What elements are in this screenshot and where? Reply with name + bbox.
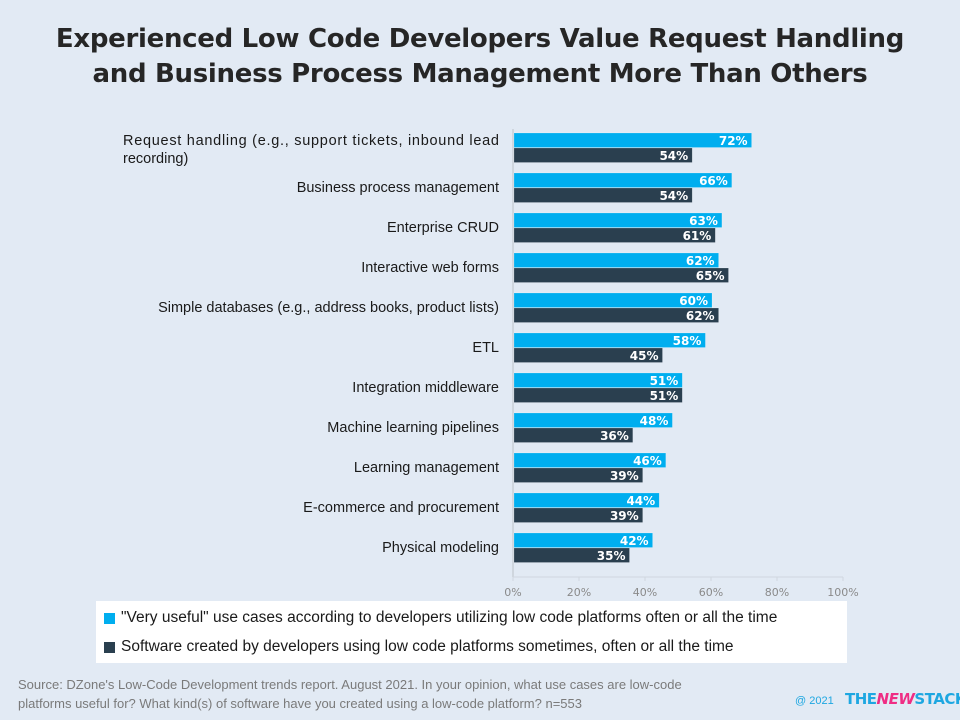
value-label-very-useful: 46% — [633, 454, 662, 468]
bar-very-useful — [513, 172, 733, 188]
bar-very-useful — [513, 212, 723, 228]
source-note: Source: DZone's Low-Code Development tre… — [18, 675, 778, 713]
legend-swatch-very-useful — [104, 612, 115, 624]
value-label-software-created: 54% — [659, 149, 688, 163]
x-tick-label: 80% — [765, 586, 789, 599]
bar-software-created — [513, 467, 643, 483]
bar-software-created — [513, 227, 716, 243]
category-label: Machine learning pipelines — [327, 420, 499, 436]
value-label-software-created: 51% — [650, 389, 679, 403]
brand-logo-new: NEW — [876, 690, 915, 708]
value-label-very-useful: 44% — [626, 494, 655, 508]
bar-very-useful — [513, 372, 683, 388]
bar-very-useful — [513, 332, 706, 348]
bar-software-created — [513, 187, 693, 203]
x-tick-label: 40% — [633, 586, 657, 599]
value-label-software-created: 61% — [683, 229, 712, 243]
copyright: @ 2021 — [795, 695, 834, 707]
legend-swatch-software-created — [104, 641, 115, 653]
bar-chart: 0% 20% 40% 60% 80% 100% Request handling (e.g.… — [123, 129, 859, 599]
bar-software-created — [513, 427, 634, 443]
bar-software-created — [513, 387, 683, 403]
chart-title: Experienced Low Code Developers Value Re… — [0, 22, 960, 92]
bar-very-useful — [513, 132, 752, 148]
category-label: Simple databases (e.g., address books, p… — [158, 300, 499, 316]
chart-title-line-2: and Business Process Management More Tha… — [92, 59, 868, 89]
bar-very-useful — [513, 412, 673, 428]
value-label-software-created: 35% — [597, 549, 626, 563]
category-label: Interactive web forms — [361, 260, 499, 276]
chart-title-line-1: Experienced Low Code Developers Value Re… — [55, 24, 905, 54]
bar-very-useful — [513, 532, 653, 548]
bar-very-useful — [513, 492, 660, 508]
value-label-software-created: 62% — [686, 309, 715, 323]
x-tick-label: 20% — [567, 586, 591, 599]
category-label: Learning management — [354, 460, 499, 476]
legend-label-very-useful: "Very useful" use cases according to dev… — [121, 609, 778, 626]
category-label: recording) — [123, 151, 188, 167]
value-label-software-created: 65% — [696, 269, 725, 283]
value-label-software-created: 54% — [659, 189, 688, 203]
source-line-1: Source: DZone's Low-Code Development tre… — [18, 677, 682, 692]
category-label: Enterprise CRUD — [387, 220, 499, 236]
value-label-very-useful: 63% — [689, 214, 718, 228]
value-label-software-created: 45% — [630, 349, 659, 363]
legend-label-software-created: Software created by developers using low… — [121, 638, 734, 655]
value-label-software-created: 39% — [610, 509, 639, 523]
bar-software-created — [513, 307, 719, 323]
brand-logo-the: THE — [845, 690, 877, 708]
category-label: E-commerce and procurement — [303, 500, 499, 516]
bar-very-useful — [513, 452, 667, 468]
value-label-very-useful: 62% — [686, 254, 715, 268]
value-label-very-useful: 60% — [679, 294, 708, 308]
value-label-very-useful: 58% — [673, 334, 702, 348]
bar-very-useful — [513, 292, 713, 308]
category-label: ETL — [472, 340, 499, 356]
bar-software-created — [513, 147, 693, 163]
value-label-very-useful: 66% — [699, 174, 728, 188]
bar-software-created — [513, 507, 643, 523]
x-tick-label: 100% — [827, 586, 858, 599]
x-tick-label: 0% — [504, 586, 521, 599]
bar-software-created — [513, 267, 729, 283]
value-label-software-created: 36% — [600, 429, 629, 443]
category-label: Request handling (e.g., support tickets,… — [123, 133, 499, 149]
x-tick-label: 60% — [699, 586, 723, 599]
category-label: Physical modeling — [382, 540, 499, 556]
value-label-very-useful: 72% — [719, 134, 748, 148]
brand-logo-stack: STACK — [914, 690, 960, 708]
value-label-very-useful: 42% — [620, 534, 649, 548]
bar-software-created — [513, 347, 663, 363]
legend-item-very-useful: "Very useful" use cases according to dev… — [104, 609, 777, 627]
brand-logo: THENEWSTACK — [845, 690, 960, 708]
category-label: Business process management — [297, 180, 499, 196]
value-label-very-useful: 48% — [640, 414, 669, 428]
bar-software-created — [513, 547, 630, 563]
legend: "Very useful" use cases according to dev… — [96, 601, 847, 663]
value-label-very-useful: 51% — [650, 374, 679, 388]
legend-item-software-created: Software created by developers using low… — [104, 638, 734, 656]
value-label-software-created: 39% — [610, 469, 639, 483]
category-label: Integration middleware — [352, 380, 499, 396]
source-line-2: platforms useful for? What kind(s) of so… — [18, 696, 582, 711]
bar-very-useful — [513, 252, 719, 268]
